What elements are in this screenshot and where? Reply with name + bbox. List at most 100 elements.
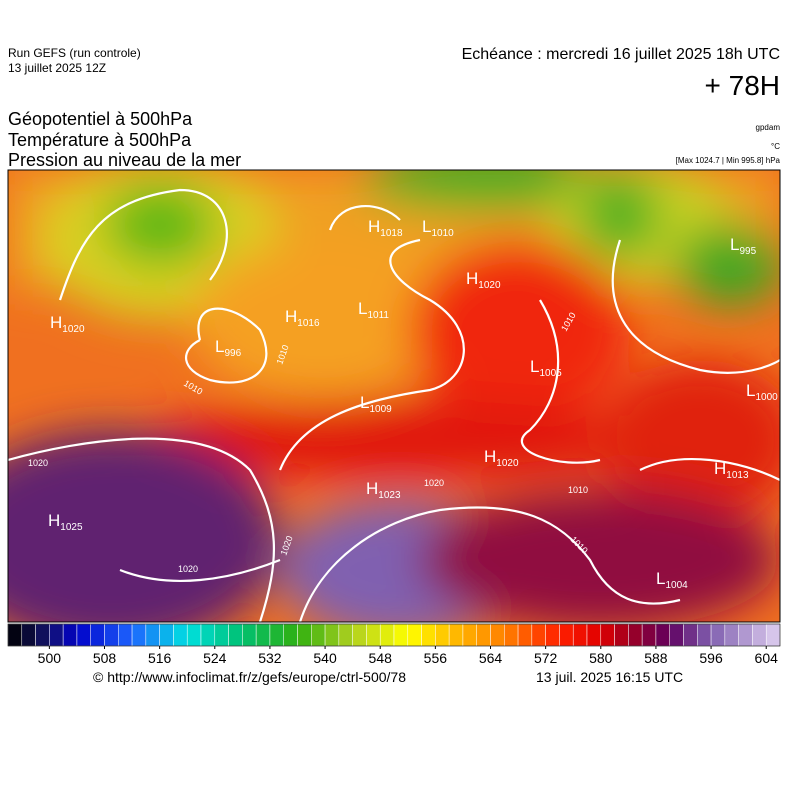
colorbar-cell	[476, 623, 491, 647]
colorbar-cell	[338, 623, 353, 647]
isobar-label: 1010	[568, 485, 588, 495]
unit: gpdam	[755, 123, 780, 132]
colorbar-cell	[407, 623, 422, 647]
colorbar-cell	[697, 623, 712, 647]
center-value: 1005	[539, 368, 562, 379]
colorbar-cell	[738, 623, 753, 647]
pressure-center: L1000	[746, 381, 778, 403]
colorbar-cell	[131, 623, 147, 647]
center-value: 996	[224, 348, 241, 359]
colorbar-cell	[35, 623, 50, 647]
center-letter: H	[285, 307, 297, 326]
colorbar-tick-label: 580	[589, 650, 613, 666]
colorbar-cell	[448, 623, 464, 647]
generated: 13 juil. 2025 16:15 UTC	[536, 669, 684, 685]
colorbar-cell	[572, 623, 588, 647]
colorbar-cell	[21, 623, 36, 647]
colorbar-tick-label: 524	[203, 650, 227, 666]
colorbar-cell	[76, 623, 91, 647]
colorbar-cell	[586, 623, 602, 647]
center-letter: L	[746, 381, 755, 400]
center-letter: L	[360, 393, 369, 412]
colorbar-cell	[90, 623, 105, 647]
colorbar-cell	[49, 623, 64, 647]
valid-time: Echéance : mercredi 16 juillet 2025 18h …	[461, 46, 780, 63]
center-value: 1025	[60, 522, 83, 533]
run: Run GEFS (run controle)	[8, 46, 141, 60]
colorbar-cell	[173, 623, 188, 647]
center-value: 1020	[62, 324, 85, 335]
colorbar-cell	[435, 623, 450, 647]
colorbar-cell	[724, 623, 739, 647]
center-value: 1013	[726, 470, 749, 481]
colorbar-cell	[421, 623, 436, 647]
pressure-center: H1023	[366, 479, 401, 501]
isobar-label: 1020	[28, 458, 48, 468]
run-date: 13 juillet 2025 12Z	[8, 61, 107, 75]
colorbar-cell	[145, 623, 160, 647]
center-letter: H	[50, 313, 62, 332]
colorbar-cell	[379, 623, 395, 647]
colorbar-cell	[62, 623, 78, 647]
field	[8, 170, 780, 622]
pressure-center: L1009	[360, 393, 392, 415]
colorbar-cell	[228, 623, 243, 647]
center-letter: L	[530, 357, 539, 376]
colorbar-cell	[7, 623, 23, 647]
colorbar-cell	[614, 623, 629, 647]
colorbar-cell	[655, 623, 670, 647]
colorbar-cell	[669, 623, 684, 647]
lead-time: + 78H	[704, 70, 781, 101]
colorbar-cell	[531, 623, 546, 647]
colorbar-cell	[545, 623, 560, 647]
colorbar-tick-label: 548	[369, 650, 393, 666]
center-letter: H	[48, 511, 60, 530]
colorbar-cell	[462, 623, 477, 647]
colorbar-cell	[752, 623, 767, 647]
colorbar-tick-label: 516	[148, 650, 172, 666]
center-value: 1016	[297, 318, 320, 329]
colorbar-tick-label: 508	[93, 650, 117, 666]
colorbar-cell	[297, 623, 312, 647]
unit: °C	[771, 142, 780, 151]
center-value: 1009	[369, 404, 392, 415]
center-letter: H	[366, 479, 378, 498]
pressure-center: H1025	[48, 511, 83, 533]
center-value: 1000	[755, 392, 778, 403]
center-letter: L	[656, 569, 665, 588]
pressure-center: L1005	[530, 357, 562, 379]
center-letter: L	[215, 337, 224, 356]
center-letter: L	[730, 235, 739, 254]
colorbar-cell	[242, 623, 257, 647]
colorbar-cell	[517, 623, 533, 647]
colorbar-tick-label: 588	[644, 650, 668, 666]
colorbar-frame	[7, 623, 781, 647]
colorbar-cell	[600, 623, 615, 647]
colorbar-cell	[765, 623, 781, 647]
center-value: 1020	[496, 458, 519, 469]
center-letter: H	[714, 459, 726, 478]
colorbar-tick-label: 596	[699, 650, 723, 666]
colorbar-cell	[159, 623, 174, 647]
colorbar-cell	[352, 623, 367, 647]
pressure-center: H1020	[466, 269, 501, 291]
center-value: 1023	[378, 490, 401, 501]
pressure-center: L1011	[358, 299, 389, 321]
center-value: 1004	[665, 580, 688, 591]
pressure-center: H1016	[285, 307, 320, 329]
colorbar-cell	[490, 623, 505, 647]
center-value: 995	[739, 246, 756, 257]
colorbar-cell	[269, 623, 284, 647]
title: Pression au niveau de la mer	[8, 150, 242, 170]
colorbar-cell	[504, 623, 519, 647]
colorbar-cell	[214, 623, 229, 647]
pressure-center: H1020	[50, 313, 85, 335]
colorbar-cell	[710, 623, 726, 647]
isobars	[8, 188, 780, 622]
center-value: 1018	[380, 228, 403, 239]
center-value: 1011	[367, 310, 389, 321]
colorbar-cell	[366, 623, 381, 647]
colorbar-tick-label: 572	[534, 650, 558, 666]
